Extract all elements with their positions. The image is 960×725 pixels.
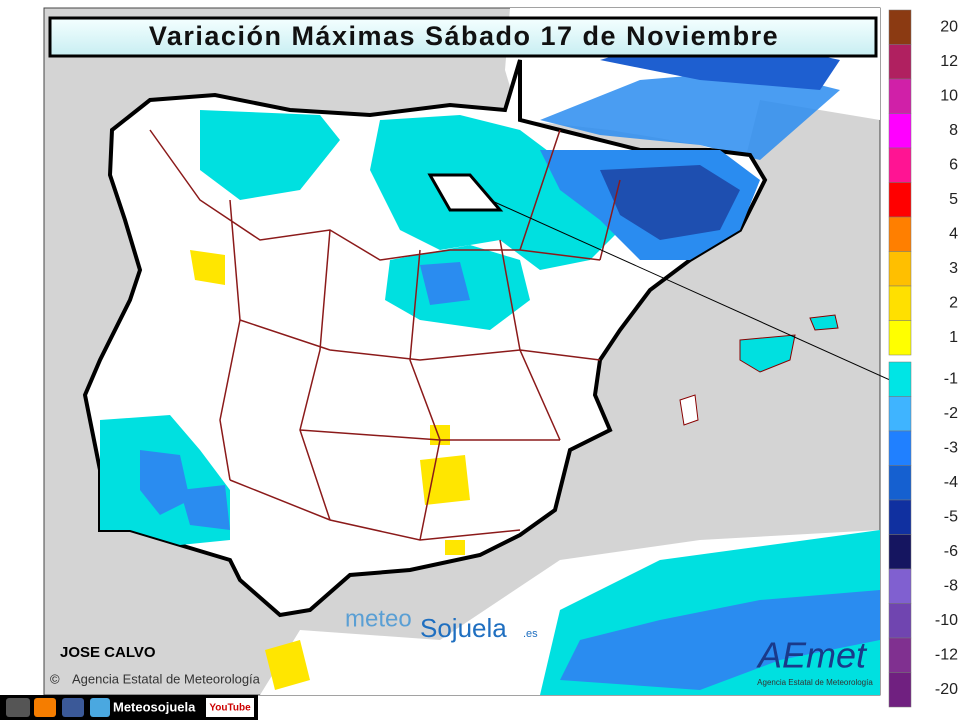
author: JOSE CALVO <box>60 644 156 661</box>
watermark-meteo: meteo <box>345 605 412 632</box>
anomaly-area <box>420 262 470 305</box>
legend-label: 20 <box>940 18 958 35</box>
footer-handle[interactable]: Meteosojuela <box>113 699 196 714</box>
title-box <box>48 16 878 58</box>
legend-label: 1 <box>949 329 958 346</box>
credit: Agencia Estatal de Meteorología <box>72 671 261 686</box>
legend-label: -6 <box>944 543 958 560</box>
legend-swatch <box>888 534 912 570</box>
legend-swatch <box>888 251 912 287</box>
anomaly-area <box>190 250 470 555</box>
legend-swatch <box>888 499 912 535</box>
title: Variación Máximas Sábado 17 de Noviembre <box>149 21 779 51</box>
legend-label: 5 <box>949 191 958 208</box>
legend-label: 10 <box>940 87 958 104</box>
la-rioja <box>427 173 504 212</box>
facebook-icon[interactable] <box>62 698 84 717</box>
twitter-icon[interactable] <box>90 698 110 717</box>
legend-label: -12 <box>935 646 958 663</box>
legend-swatch <box>888 396 912 432</box>
legend-swatch <box>888 637 912 673</box>
blogger-icon[interactable] <box>34 698 56 717</box>
legend-label: 6 <box>949 156 958 173</box>
legend-swatch <box>888 147 912 183</box>
legend-label: -8 <box>944 577 958 594</box>
legend-swatch <box>888 361 912 397</box>
legend-swatch <box>888 113 912 149</box>
aemet-caption: Agencia Estatal de Meteorología <box>757 678 873 687</box>
africa-anomaly <box>265 640 310 690</box>
legend: 20 12 10 8 6 5 4 3 2 1 -1 -2 -3 -4 -5 -6 -8 -10 -12 -20 <box>888 9 958 708</box>
island <box>809 314 839 331</box>
legend-swatch <box>888 603 912 639</box>
legend-label: -1 <box>944 370 958 387</box>
pointer-line <box>489 199 891 381</box>
legend-swatch <box>888 9 912 45</box>
island <box>739 334 796 373</box>
anomaly-area <box>370 115 620 270</box>
aemet-logo: AEmet <box>756 635 868 676</box>
anomaly-area <box>600 165 740 240</box>
legend-label: -5 <box>944 508 958 525</box>
anomaly-areas <box>100 110 839 555</box>
legend-swatch <box>888 672 912 708</box>
legend-swatch <box>888 216 912 252</box>
youtube-box[interactable] <box>206 698 254 717</box>
legend-label: 3 <box>949 260 958 277</box>
province-border <box>149 129 621 541</box>
watermark-sojuela: Sojuela <box>420 613 507 643</box>
youtube-label[interactable]: YouTube <box>209 703 251 714</box>
legend-label: -4 <box>944 474 958 491</box>
legend-swatch <box>888 285 912 321</box>
legend-label: 8 <box>949 122 958 139</box>
legend-swatch <box>888 182 912 218</box>
legend-label: -20 <box>935 681 958 698</box>
anomaly-area <box>140 450 230 530</box>
legend-label: -3 <box>944 439 958 456</box>
copyright: © <box>50 671 60 686</box>
france-anomaly <box>540 70 840 160</box>
province-borders <box>149 129 621 541</box>
instagram-icon[interactable] <box>6 698 30 717</box>
anomaly-area <box>200 110 340 200</box>
legend-swatch <box>888 430 912 466</box>
legend-label: -2 <box>944 405 958 422</box>
legend-swatch <box>888 320 912 356</box>
watermark-suffix: .es <box>523 628 538 640</box>
island <box>679 394 699 426</box>
legend-swatch <box>888 44 912 80</box>
legend-label: -10 <box>935 612 958 629</box>
legend-label: 2 <box>949 294 958 311</box>
africa-anomaly <box>560 590 880 690</box>
legend-label: 12 <box>940 53 958 70</box>
legend-swatch <box>888 568 912 604</box>
legend-swatch <box>888 465 912 501</box>
legend-swatch <box>888 78 912 114</box>
legend-label: 4 <box>949 225 958 242</box>
